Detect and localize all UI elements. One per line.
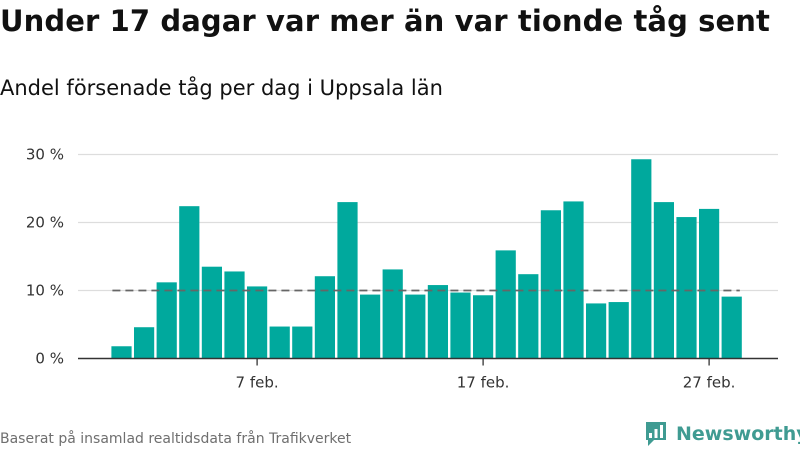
bar — [518, 274, 539, 359]
y-tick-label: 10 % — [26, 282, 64, 300]
bar — [224, 271, 245, 359]
bar — [586, 303, 607, 359]
bar — [269, 326, 290, 359]
brand[interactable]: Newsworthy — [644, 420, 800, 448]
bar — [699, 208, 720, 359]
x-tick-label: 27 feb. — [683, 374, 736, 392]
bar — [563, 201, 584, 359]
bar — [676, 217, 697, 359]
bar — [360, 294, 381, 359]
bar — [382, 269, 403, 359]
bar — [631, 159, 652, 359]
bar — [292, 326, 313, 359]
y-tick-label: 30 % — [26, 146, 64, 164]
bar — [156, 282, 177, 359]
bar — [495, 250, 516, 359]
bar — [314, 276, 335, 359]
chart-title: Under 17 dagar var mer än var tionde tåg… — [0, 4, 770, 38]
bar — [427, 285, 448, 359]
bar — [473, 295, 494, 359]
bar — [201, 266, 222, 359]
bar — [540, 210, 561, 359]
bar — [405, 294, 426, 359]
brand-name: Newsworthy — [676, 423, 800, 445]
x-tick-label: 7 feb. — [236, 374, 279, 392]
bar — [653, 202, 674, 359]
bar — [337, 202, 358, 359]
bar — [721, 296, 742, 359]
bar — [450, 292, 471, 359]
bar — [111, 346, 132, 359]
x-tick-label: 17 feb. — [457, 374, 510, 392]
bar — [247, 286, 268, 359]
bar — [179, 206, 200, 359]
y-tick-label: 20 % — [26, 214, 64, 232]
source-note: Baserat på insamlad realtidsdata från Tr… — [0, 431, 352, 447]
bar — [134, 327, 155, 359]
bar — [608, 302, 629, 359]
y-tick-label: 0 % — [35, 350, 64, 368]
chart-subtitle: Andel försenade tåg per dag i Uppsala lä… — [0, 76, 443, 100]
newsworthy-logo-icon — [646, 422, 666, 446]
